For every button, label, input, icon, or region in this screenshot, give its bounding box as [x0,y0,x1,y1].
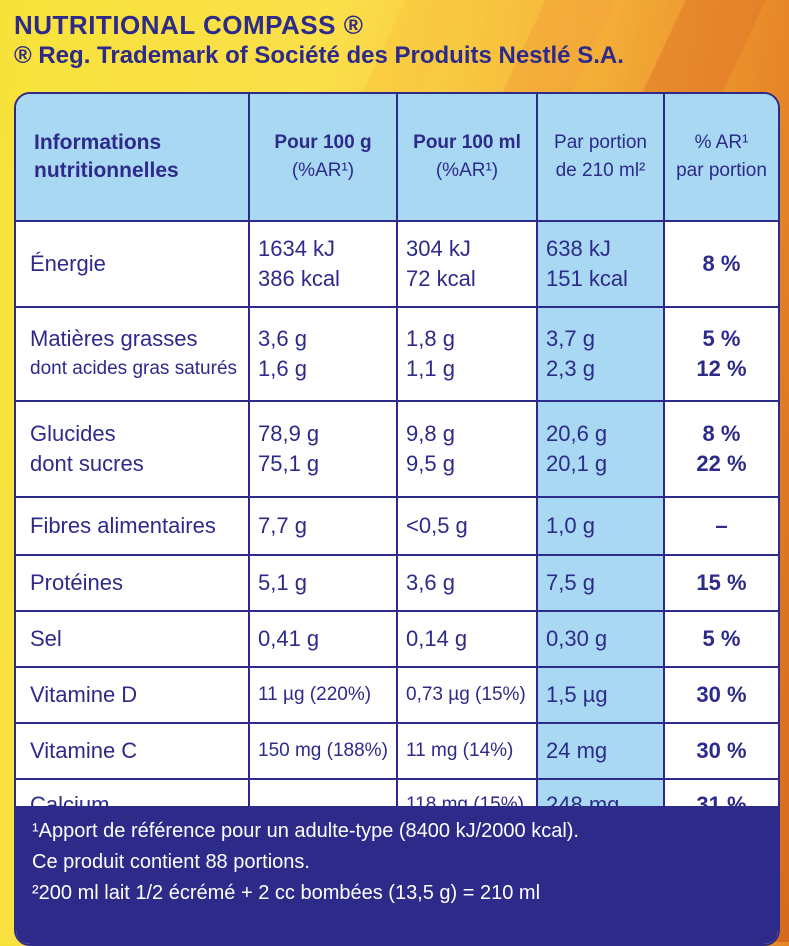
table-row: Fibres alimentaires 7,7 g <0,5 g 1,0 g – [16,496,778,556]
cell-value: 20,1 g [546,451,608,476]
row-per100ml: 3,6 g [396,554,538,612]
cell-value: Glucides [30,421,116,446]
row-per100ml: 0,73 µg (15%) [396,666,538,724]
row-ar: – [663,496,778,556]
row-name: Matières grasses dont acides gras saturés [16,306,250,402]
cell-value: 151 kcal [546,266,628,291]
header-per100ml-line1: Pour 100 ml [413,132,521,153]
table-row: Glucides dont sucres 78,9 g 75,1 g 9,8 g 9,… [16,400,778,498]
cell-value: 9,8 g [406,421,455,446]
table-row: Matières grasses dont acides gras saturés… [16,306,778,402]
table-header-row: Informations nutritionnelles Pour 100 g … [16,94,778,222]
cell-value: 5 % [702,326,741,351]
header-trademark: ® Reg. Trademark of Société des Produits… [14,42,624,69]
row-per100ml: 9,8 g 9,5 g [396,400,538,498]
row-ar: 30 % [663,722,778,780]
row-per100g: 11 µg (220%) [248,666,398,724]
row-portion: 24 mg [536,722,665,780]
cell-value: 3,6 g [258,326,307,351]
row-name: Protéines [16,554,250,612]
row-name: Sel [16,610,250,668]
header-per100ml: Pour 100 ml (%AR¹) [396,94,538,222]
table-row: Protéines 5,1 g 3,6 g 7,5 g 15 % [16,554,778,612]
row-per100ml: 304 kJ 72 kcal [396,220,538,308]
row-per100g: 3,6 g 1,6 g [248,306,398,402]
row-ar: 5 % [663,610,778,668]
cell-value: 1,6 g [258,356,307,381]
row-per100ml: <0,5 g [396,496,538,556]
row-ar: 8 % [663,220,778,308]
cell-value: Matières grasses [30,326,198,351]
row-per100g: 7,7 g [248,496,398,556]
header-portion-line2: de 210 ml² [555,160,646,181]
row-portion: 3,7 g 2,3 g [536,306,665,402]
row-per100g: 1634 kJ 386 kcal [248,220,398,308]
row-ar: 30 % [663,666,778,724]
row-ar: 5 % 12 % [663,306,778,402]
cell-value: 386 kcal [258,266,340,291]
table-row: Vitamine C 150 mg (188%) 11 mg (14%) 24 … [16,722,778,780]
cell-value: 72 kcal [406,266,476,291]
cell-value: dont sucres [30,451,144,476]
cell-value: 2,3 g [546,356,595,381]
header: NUTRITIONAL COMPASS ® ® Reg. Trademark o… [14,10,624,70]
row-per100ml: 0,14 g [396,610,538,668]
header-title: NUTRITIONAL COMPASS ® [14,10,364,40]
row-name: Fibres alimentaires [16,496,250,556]
cell-value: 78,9 g [258,421,320,446]
nutrition-panel: Informations nutritionnelles Pour 100 g … [14,92,780,946]
cell-value: 75,1 g [258,451,320,476]
header-info: Informations nutritionnelles [16,94,250,222]
footnotes: ¹Apport de référence pour un adulte-type… [16,806,778,944]
row-portion: 0,30 g [536,610,665,668]
header-info-line1: Informations [34,131,162,154]
row-per100g: 5,1 g [248,554,398,612]
row-per100g: 150 mg (188%) [248,722,398,780]
table-row: Sel 0,41 g 0,14 g 0,30 g 5 % [16,610,778,668]
header-ar-line2: par portion [676,160,767,181]
row-per100ml: 1,8 g 1,1 g [396,306,538,402]
row-portion: 638 kJ 151 kcal [536,220,665,308]
row-name: Glucides dont sucres [16,400,250,498]
cell-value: 9,5 g [406,451,455,476]
row-portion: 1,5 µg [536,666,665,724]
footnote-1: ¹Apport de référence pour un adulte-type… [32,820,579,842]
header-per100ml-line2: (%AR¹) [435,160,499,181]
cell-value: 8 % [702,421,741,446]
row-name: Vitamine D [16,666,250,724]
header-portion: Par portion de 210 ml² [536,94,665,222]
nutrition-table: Informations nutritionnelles Pour 100 g … [16,94,778,832]
header-per100g: Pour 100 g (%AR¹) [248,94,398,222]
row-per100g: 78,9 g 75,1 g [248,400,398,498]
cell-value: 304 kJ [406,236,471,261]
header-per100g-line2: (%AR¹) [291,160,355,181]
cell-value: 12 % [696,356,747,381]
row-portion: 20,6 g 20,1 g [536,400,665,498]
row-per100ml: 11 mg (14%) [396,722,538,780]
cell-value: 20,6 g [546,421,608,446]
cell-value: 1634 kJ [258,236,336,261]
cell-value: 1,8 g [406,326,455,351]
header-per100g-line1: Pour 100 g [274,132,372,153]
row-per100g: 0,41 g [248,610,398,668]
row-ar: 15 % [663,554,778,612]
cell-value: dont acides gras saturés [30,358,238,379]
row-name: Énergie [16,220,250,308]
header-portion-line1: Par portion [554,132,647,153]
row-name: Vitamine C [16,722,250,780]
cell-value: 22 % [696,451,747,476]
table-row: Vitamine D 11 µg (220%) 0,73 µg (15%) 1,… [16,666,778,724]
row-ar: 8 % 22 % [663,400,778,498]
header-ar: % AR¹ par portion [663,94,778,222]
cell-value: 3,7 g [546,326,595,351]
row-portion: 1,0 g [536,496,665,556]
row-portion: 7,5 g [536,554,665,612]
header-info-line2: nutritionnelles [34,159,179,182]
footnote-3: ²200 ml lait 1/2 écrémé + 2 cc bombées (… [32,882,541,904]
table-row: Énergie 1634 kJ 386 kcal 304 kJ 72 kcal 63… [16,220,778,308]
cell-value: 1,1 g [406,356,455,381]
header-ar-line1: % AR¹ [694,132,749,153]
cell-value: 638 kJ [546,236,611,261]
footnote-2: Ce produit contient 88 portions. [32,851,310,873]
